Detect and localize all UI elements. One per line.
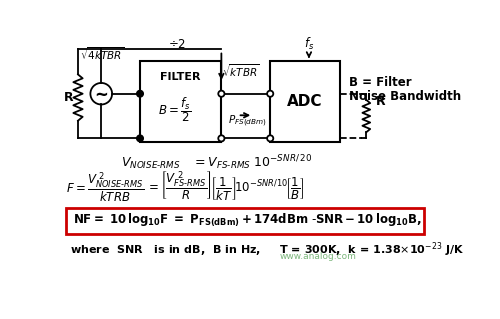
Text: FILTER: FILTER	[160, 72, 200, 82]
Text: R: R	[376, 95, 385, 108]
Text: R: R	[64, 91, 74, 104]
Bar	[270, 61, 340, 142]
Text: $\sqrt{kTBR}$: $\sqrt{kTBR}$	[222, 62, 260, 79]
Text: where  SNR   is in dB,  B in Hz,     T = 300K,  k = 1.38$\times$10$^{-23}$ J/K: where SNR is in dB, B in Hz, T = 300K, k…	[70, 241, 464, 259]
Text: $f_s$: $f_s$	[304, 36, 314, 53]
Text: Noise Bandwidth: Noise Bandwidth	[349, 90, 462, 102]
Text: $\div 2$: $\div 2$	[168, 38, 186, 51]
Text: $\sqrt{4kTBR}$: $\sqrt{4kTBR}$	[80, 45, 124, 62]
Circle shape	[267, 135, 274, 141]
Circle shape	[137, 135, 143, 141]
Text: $V_{NOISE\text{-}RMS}$   $= V_{FS\text{-}RMS}\ 10^{-SNR/\,20}$: $V_{NOISE\text{-}RMS}$ $= V_{FS\text{-}R…	[120, 154, 312, 172]
Text: www.analog.com: www.analog.com	[280, 252, 356, 261]
Text: $= \left[\dfrac{V_{FS\text{-}RMS}^{\ 2}}{R}\right]\!\left[\dfrac{1}{kT}\right]\!: $= \left[\dfrac{V_{FS\text{-}RMS}^{\ 2}}…	[146, 170, 305, 204]
FancyBboxPatch shape	[66, 208, 424, 234]
Circle shape	[138, 136, 142, 141]
Text: $\mathbf{NF =\ 10\,log_{10}F\ =\ P_{FS(dBm)} + 174dBm\ \text{-}SNR - 10\,log_{10: $\mathbf{NF =\ 10\,log_{10}F\ =\ P_{FS(d…	[74, 212, 422, 229]
Circle shape	[137, 91, 143, 97]
Text: $B = \dfrac{f_s}{2}$: $B = \dfrac{f_s}{2}$	[158, 95, 192, 123]
Bar	[140, 61, 222, 142]
Text: ADC: ADC	[288, 94, 323, 109]
Text: $P_{FS(dBm)}$: $P_{FS(dBm)}$	[228, 114, 266, 129]
Circle shape	[138, 91, 142, 96]
Circle shape	[218, 91, 224, 97]
Circle shape	[218, 135, 224, 141]
Text: B = Filter: B = Filter	[349, 77, 412, 89]
Circle shape	[267, 91, 274, 97]
Text: $F = \dfrac{V_{NOISE\text{-}RMS}^{\ 2}}{kTRB}$: $F = \dfrac{V_{NOISE\text{-}RMS}^{\ 2}}{…	[66, 170, 144, 204]
Text: ~: ~	[94, 85, 108, 103]
